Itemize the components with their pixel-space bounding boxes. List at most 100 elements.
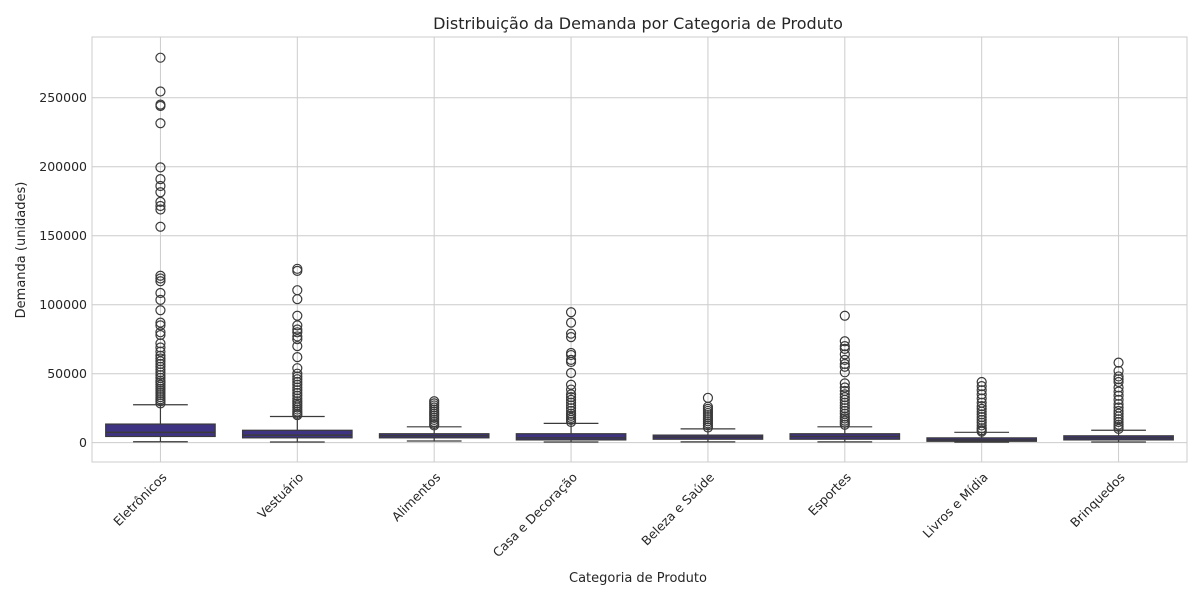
outlier-point [155,196,166,207]
x-axis-label: Categoria de Produto [569,571,707,586]
x-tick-label: Vestuário [254,470,306,522]
outlier-point [1113,398,1124,410]
outlier-point [155,369,166,381]
outlier-point [155,294,166,305]
outlier-point [155,276,166,287]
outlier-point [839,361,850,372]
box-group [1063,357,1174,443]
outlier-point [839,394,850,406]
outlier-point [1113,382,1124,393]
outlier-point [976,401,987,412]
outlier-point [565,400,577,411]
outlier-point [976,403,987,414]
outlier-point [1113,371,1124,382]
outlier-point [155,221,166,232]
outlier-point [292,379,303,390]
outlier-point [565,356,577,368]
outlier-point [292,334,303,345]
x-tick-label: Livros e Mídia [920,470,991,541]
outlier-point [292,371,303,382]
outlier-point [839,310,850,321]
outlier-point [976,409,987,420]
plot-frame [91,36,1188,463]
outlier-point [976,389,987,400]
outlier-point [1113,408,1124,419]
outlier-point [839,340,850,352]
outlier-point [976,376,987,388]
outlier-point [1113,416,1124,428]
outlier-point [155,367,166,378]
outlier-point [155,200,166,212]
x-tick-label: Beleza e Saúde [638,469,717,548]
outlier-point [155,162,166,173]
outlier-point [565,317,577,328]
x-tick-label: Casa e Decoração [490,470,581,561]
outlier-point [1113,394,1124,406]
box-group [789,310,901,443]
outlier-point [292,310,303,321]
outlier-point [292,385,303,396]
outlier-point [155,353,166,364]
outlier-point [1113,386,1124,397]
grid-layer [92,37,1187,462]
box-iqr [241,429,353,439]
chart-title: Distribuição da Demanda por Categoria de… [433,14,843,33]
outlier-point [565,397,577,408]
outlier-point [292,382,303,393]
outlier-point [976,412,987,423]
outlier-point [155,317,166,328]
outlier-point [565,389,577,400]
outlier-point [565,379,577,390]
box-group [926,376,1038,443]
outlier-point [292,363,303,374]
outlier-point [1113,357,1124,368]
outlier-point [292,340,303,352]
outlier-point [976,385,987,396]
outlier-point [155,329,166,341]
outlier-point [155,342,166,353]
outlier-point [155,174,166,185]
outlier-point [565,384,577,395]
box-layer [105,52,1174,443]
outlier-point [292,265,303,276]
outlier-point [155,358,166,370]
outlier-point [155,327,166,338]
outlier-point [839,400,850,411]
outlier-point [155,100,166,112]
outlier-point [1113,414,1124,425]
y-tick-label: 50000 [47,366,87,381]
outlier-point [1113,376,1124,388]
outlier-point [839,382,850,393]
outlier-point [292,352,303,363]
outlier-point [155,338,166,349]
outlier-point [976,393,987,404]
y-tick-label: 100000 [39,297,87,312]
outlier-point [292,376,303,388]
outlier-point [429,420,440,431]
outlier-point [839,392,850,403]
outlier-point [292,294,303,305]
outlier-point [839,397,850,408]
outlier-point [155,270,166,281]
x-tick-label: Eletrônicos [110,470,169,529]
outlier-point [976,406,987,417]
x-tick-label: Esportes [805,470,854,519]
outlier-point [155,52,166,63]
outlier-point [1113,405,1124,417]
outlier-point [839,419,850,430]
outlier-point [565,328,577,339]
outlier-point [976,414,987,426]
outlier-point [565,332,577,343]
outlier-point [292,320,303,331]
x-tick-label: Brinquedos [1067,470,1128,531]
outlier-point [155,346,166,357]
outlier-point [839,405,850,417]
outlier-point [155,361,166,372]
outlier-point [839,389,850,400]
outlier-point [565,367,577,379]
outlier-point [565,307,577,318]
y-tick-labels: 0 50000 100000 150000 200000 250000 [39,90,87,450]
outlier-point [1113,423,1124,434]
outlier-point [1113,411,1124,422]
